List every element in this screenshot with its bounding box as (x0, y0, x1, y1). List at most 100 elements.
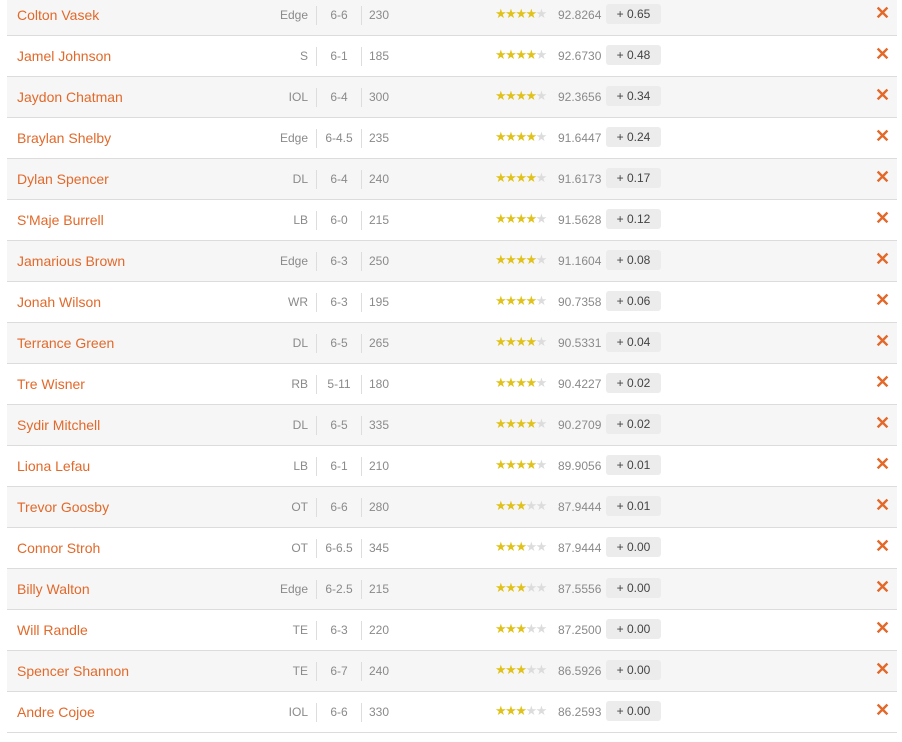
star-filled-icon: ★ (495, 6, 507, 21)
player-position: DL (292, 418, 308, 432)
divider (316, 662, 317, 681)
player-row: Jonah Wilson WR 6-3 195 ★★★★★ 90.7358 + … (7, 282, 897, 323)
close-icon[interactable]: ✕ (875, 331, 891, 351)
star-filled-icon: ★ (495, 211, 507, 226)
close-icon[interactable]: ✕ (875, 618, 891, 638)
player-position: Edge (279, 8, 308, 22)
close-icon[interactable]: ✕ (875, 413, 891, 433)
divider (316, 703, 317, 722)
player-name-link[interactable]: Spencer Shannon (17, 663, 130, 679)
close-icon[interactable]: ✕ (875, 536, 891, 556)
divider (316, 416, 317, 435)
star-filled-icon: ★ (525, 6, 537, 21)
player-name-link[interactable]: Liona Lefau (17, 458, 91, 474)
star-filled-icon: ★ (515, 703, 527, 718)
star-empty-icon: ★ (535, 539, 548, 554)
rating-change-badge: + 0.65 (606, 4, 661, 24)
player-name-link[interactable]: Trevor Goosby (17, 499, 110, 515)
rating-change-badge: + 0.00 (606, 578, 661, 598)
close-icon[interactable]: ✕ (875, 495, 891, 515)
close-icon[interactable]: ✕ (875, 372, 891, 392)
star-filled-icon: ★ (495, 334, 507, 349)
player-rating: 91.6173 (558, 172, 602, 186)
divider (361, 6, 362, 25)
player-row: Terrance Green DL 6-5 265 ★★★★★ 90.5331 … (7, 323, 897, 364)
divider (316, 170, 317, 189)
star-rating: ★★★★★ (495, 47, 547, 63)
player-row: Will Randle TE 6-3 220 ★★★★★ 87.2500 + 0… (7, 610, 897, 651)
close-icon[interactable]: ✕ (875, 126, 891, 146)
player-height: 6-4.5 (325, 131, 353, 145)
close-icon[interactable]: ✕ (875, 85, 891, 105)
player-position: Edge (279, 254, 308, 268)
star-empty-icon: ★ (535, 88, 548, 103)
star-filled-icon: ★ (505, 170, 517, 185)
player-name-link[interactable]: Sydir Mitchell (17, 417, 101, 433)
player-name-link[interactable]: Jamel Johnson (17, 48, 112, 64)
player-height: 6-7 (330, 664, 348, 678)
star-filled-icon: ★ (495, 293, 507, 308)
close-icon[interactable]: ✕ (875, 454, 891, 474)
star-filled-icon: ★ (525, 334, 537, 349)
player-name-link[interactable]: Billy Walton (17, 581, 90, 597)
player-name-link[interactable]: Colton Vasek (17, 7, 100, 23)
star-filled-icon: ★ (515, 498, 527, 513)
player-name-link[interactable]: Dylan Spencer (17, 171, 109, 187)
rating-change-badge: + 0.06 (606, 291, 661, 311)
player-name-link[interactable]: S'Maje Burrell (17, 212, 104, 228)
divider (361, 170, 362, 189)
close-icon[interactable]: ✕ (875, 577, 891, 597)
star-filled-icon: ★ (505, 252, 517, 267)
rating-change-badge: + 0.24 (606, 127, 661, 147)
player-name-link[interactable]: Jamarious Brown (17, 253, 126, 269)
player-position: DL (292, 172, 308, 186)
player-position: LB (293, 213, 308, 227)
star-empty-icon: ★ (535, 129, 548, 144)
player-weight: 280 (369, 500, 390, 514)
close-icon[interactable]: ✕ (875, 167, 891, 187)
close-icon[interactable]: ✕ (875, 44, 891, 64)
divider (361, 47, 362, 66)
star-filled-icon: ★ (525, 252, 537, 267)
player-position: IOL (288, 90, 308, 104)
star-empty-icon: ★ (535, 703, 548, 718)
player-name-link[interactable]: Jaydon Chatman (17, 89, 123, 105)
star-rating: ★★★★★ (495, 662, 547, 678)
close-icon[interactable]: ✕ (875, 290, 891, 310)
player-name-link[interactable]: Andre Cojoe (17, 704, 95, 720)
star-filled-icon: ★ (515, 129, 527, 144)
player-weight: 265 (369, 336, 390, 350)
star-filled-icon: ★ (525, 170, 537, 185)
close-icon[interactable]: ✕ (875, 249, 891, 269)
player-name-link[interactable]: Jonah Wilson (17, 294, 102, 310)
rating-change-badge: + 0.00 (606, 537, 661, 557)
star-filled-icon: ★ (495, 703, 507, 718)
player-name-link[interactable]: Terrance Green (17, 335, 115, 351)
player-rating: 87.9444 (558, 541, 602, 555)
star-empty-icon: ★ (525, 498, 537, 513)
divider (316, 211, 317, 230)
divider (361, 293, 362, 312)
divider (361, 457, 362, 476)
player-row: Braylan Shelby Edge 6-4.5 235 ★★★★★ 91.6… (7, 118, 897, 159)
close-icon[interactable]: ✕ (875, 700, 891, 720)
player-row: Jamarious Brown Edge 6-3 250 ★★★★★ 91.16… (7, 241, 897, 282)
player-name-link[interactable]: Connor Stroh (17, 540, 101, 556)
player-name-link[interactable]: Braylan Shelby (17, 130, 112, 146)
player-name-link[interactable]: Tre Wisner (17, 376, 85, 392)
star-filled-icon: ★ (515, 47, 527, 62)
close-icon[interactable]: ✕ (875, 208, 891, 228)
player-row: Jamel Johnson S 6-1 185 ★★★★★ 92.6730 + … (7, 36, 897, 77)
player-rating: 91.5628 (558, 213, 602, 227)
player-name-link[interactable]: Will Randle (17, 622, 88, 638)
star-filled-icon: ★ (525, 375, 537, 390)
player-position: IOL (288, 705, 308, 719)
divider (361, 662, 362, 681)
close-icon[interactable]: ✕ (875, 3, 891, 23)
star-rating: ★★★★★ (495, 293, 547, 309)
divider (361, 621, 362, 640)
close-icon[interactable]: ✕ (875, 659, 891, 679)
player-weight: 210 (369, 459, 390, 473)
player-weight: 250 (369, 254, 390, 268)
player-row: Dylan Spencer DL 6-4 240 ★★★★★ 91.6173 +… (7, 159, 897, 200)
